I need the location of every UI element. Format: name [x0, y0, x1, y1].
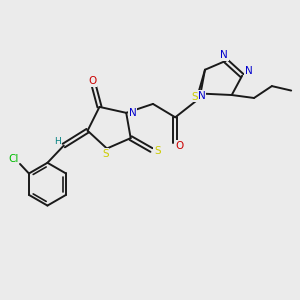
Text: H: H	[54, 136, 61, 146]
Text: O: O	[176, 140, 184, 151]
Text: S: S	[102, 149, 109, 159]
Text: S: S	[154, 146, 161, 157]
Text: S: S	[192, 92, 199, 101]
Text: Cl: Cl	[8, 154, 19, 164]
Text: N: N	[197, 91, 205, 100]
Text: H: H	[190, 91, 196, 100]
Text: N: N	[129, 108, 136, 118]
Text: N: N	[220, 50, 228, 61]
Text: N: N	[245, 66, 253, 76]
Text: O: O	[88, 76, 96, 86]
